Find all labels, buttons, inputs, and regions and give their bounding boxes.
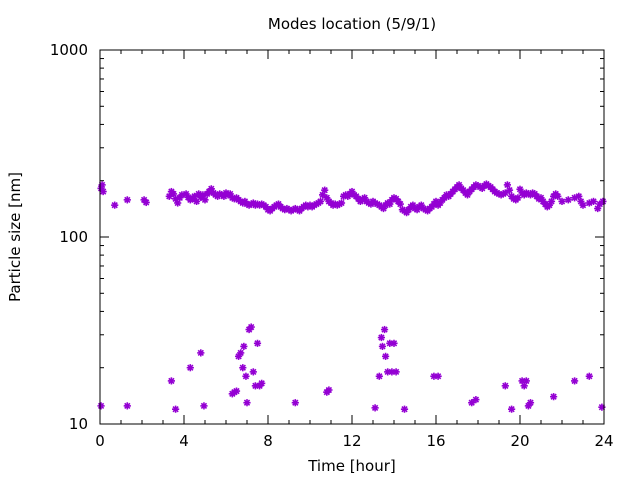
data-point bbox=[291, 399, 299, 407]
data-point bbox=[239, 364, 247, 372]
data-point bbox=[434, 372, 442, 380]
data-point bbox=[522, 377, 530, 385]
data-point bbox=[321, 186, 329, 194]
data-point bbox=[564, 196, 572, 204]
x-tick-label: 12 bbox=[342, 432, 361, 450]
data-point bbox=[253, 339, 262, 347]
data-point bbox=[400, 405, 409, 413]
x-tick-label: 4 bbox=[179, 432, 189, 450]
data-point bbox=[325, 386, 333, 394]
data-point bbox=[505, 186, 514, 194]
data-point bbox=[169, 190, 178, 198]
data-point bbox=[514, 194, 522, 202]
data-point bbox=[579, 201, 587, 209]
data-point bbox=[589, 197, 598, 206]
data-point bbox=[396, 200, 404, 208]
y-tick-label: 10 bbox=[69, 415, 88, 433]
data-point bbox=[247, 323, 255, 331]
y-axis-ticks: 10 100 1000 bbox=[50, 41, 604, 433]
data-point bbox=[468, 399, 476, 407]
x-tick-label: 16 bbox=[426, 432, 445, 450]
data-point bbox=[111, 201, 119, 209]
data-point bbox=[554, 192, 562, 200]
data-point bbox=[243, 399, 251, 407]
x-tick-label: 24 bbox=[594, 432, 613, 450]
x-tick-label: 8 bbox=[263, 432, 273, 450]
data-markers bbox=[97, 180, 607, 413]
data-point bbox=[97, 402, 105, 410]
data-point bbox=[232, 387, 241, 395]
x-axis-ticks: 0 4 8 12 16 20 24 bbox=[95, 50, 614, 450]
x-axis-label: Time [hour] bbox=[307, 457, 396, 475]
data-point bbox=[377, 333, 385, 342]
data-point bbox=[382, 352, 390, 360]
data-point bbox=[200, 402, 208, 410]
data-point bbox=[123, 402, 131, 410]
data-point bbox=[242, 372, 250, 380]
data-point bbox=[99, 187, 107, 196]
data-point bbox=[526, 399, 535, 407]
data-point bbox=[392, 368, 400, 376]
plot-frame bbox=[99, 49, 605, 425]
data-point bbox=[167, 377, 175, 385]
data-point bbox=[371, 404, 379, 412]
data-point bbox=[123, 196, 131, 204]
data-point bbox=[380, 325, 389, 334]
data-point bbox=[550, 393, 558, 401]
data-point bbox=[316, 197, 325, 206]
data-point bbox=[201, 196, 209, 204]
y-tick-label: 100 bbox=[59, 228, 88, 246]
y-tick-label: 1000 bbox=[50, 41, 88, 59]
data-point bbox=[319, 191, 327, 199]
data-point bbox=[197, 349, 205, 357]
data-point bbox=[249, 368, 257, 376]
data-point bbox=[199, 191, 207, 199]
data-point bbox=[508, 405, 516, 413]
data-point bbox=[226, 190, 234, 198]
data-point bbox=[258, 379, 266, 387]
x-tick-label: 0 bbox=[95, 432, 105, 450]
data-point bbox=[558, 197, 566, 206]
data-point bbox=[390, 339, 398, 347]
data-point bbox=[240, 342, 248, 350]
chart-title: Modes location (5/9/1) bbox=[268, 15, 436, 33]
data-point bbox=[599, 197, 607, 206]
x-tick-label: 20 bbox=[510, 432, 529, 450]
data-point bbox=[142, 198, 150, 207]
data-point bbox=[571, 377, 579, 385]
data-point bbox=[375, 372, 383, 380]
data-point bbox=[378, 342, 387, 350]
data-point bbox=[585, 372, 593, 380]
data-point bbox=[337, 199, 346, 207]
y-axis-label: Particle size [nm] bbox=[6, 172, 24, 302]
data-point bbox=[186, 364, 194, 372]
data-point bbox=[172, 405, 180, 413]
data-point bbox=[501, 382, 509, 390]
data-point bbox=[237, 349, 245, 357]
data-point bbox=[472, 396, 480, 404]
